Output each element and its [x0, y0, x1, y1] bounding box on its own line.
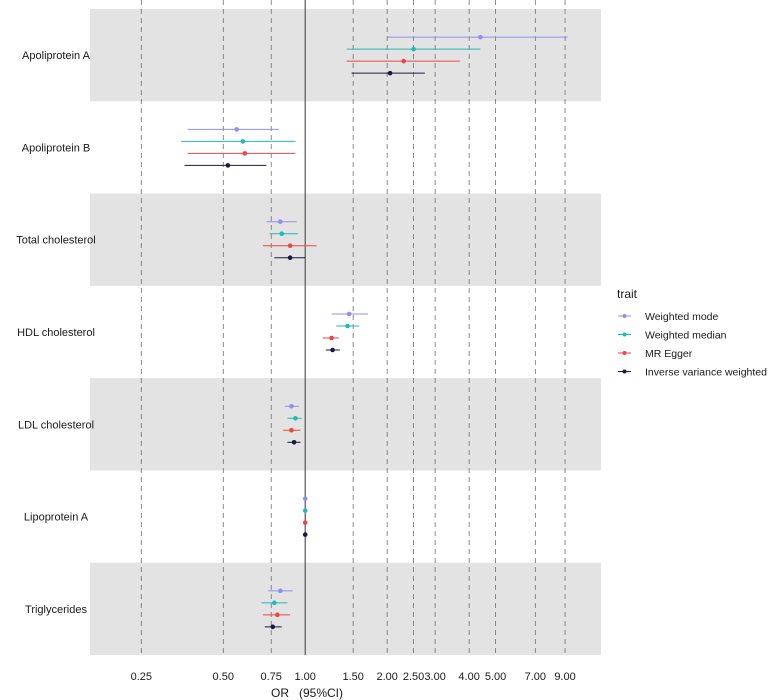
legend-title: trait	[617, 287, 638, 301]
legend-label: Weighted mode	[645, 311, 719, 323]
x-tick-label: 4.00	[458, 671, 479, 683]
or-point	[401, 58, 407, 64]
row-bands	[90, 9, 601, 655]
or-point	[270, 624, 276, 630]
category-label: Apoliprotein A	[22, 50, 91, 62]
x-tick-label: 0.25	[131, 671, 152, 683]
or-point	[329, 335, 334, 341]
row-band	[90, 9, 601, 102]
or-point	[289, 403, 294, 409]
or-point	[478, 34, 483, 40]
or-point	[279, 231, 285, 237]
row-band	[90, 378, 601, 471]
or-point	[330, 347, 335, 353]
x-tick-label: 1.50	[342, 671, 363, 683]
legend-label: Weighted median	[645, 330, 727, 342]
or-point	[278, 219, 283, 225]
or-point	[287, 243, 293, 249]
legend-label: Inverse variance weighted	[645, 367, 767, 379]
or-point	[240, 139, 246, 144]
or-point	[387, 70, 393, 76]
or-point	[302, 496, 308, 501]
category-label: Apoliprotein B	[22, 142, 91, 154]
or-point	[275, 612, 280, 618]
or-point	[291, 439, 297, 445]
or-point	[302, 532, 308, 537]
gridlines	[140, 0, 566, 655]
legend-key-point	[622, 351, 627, 355]
x-tick-label: 1.00	[295, 671, 316, 683]
or-point	[293, 415, 298, 421]
or-point	[302, 520, 308, 525]
category-label: HDL cholesterol	[17, 327, 95, 339]
or-point	[272, 600, 277, 606]
category-label: LDL cholesterol	[18, 419, 94, 431]
x-tick-label: 9.00	[554, 671, 575, 683]
category-label: Triglycerides	[25, 604, 87, 616]
x-axis-tick-labels: 0.25 0.50 0.75 1.00 1.50 2.00 2.50 3.00 4.00 5.00…	[131, 671, 576, 683]
x-tick-label: 3.00	[424, 671, 445, 683]
x-tick-label: 0.75	[260, 671, 281, 683]
legend-key-point	[622, 332, 627, 337]
or-point	[287, 255, 293, 261]
x-tick-label: 2.50	[403, 671, 424, 683]
legend: trait Weighted mode Weighted median MR Egge…	[617, 287, 767, 379]
x-tick-label: 2.00	[376, 671, 397, 683]
x-tick-label: 7.00	[525, 671, 546, 683]
y-axis-labels: Apoliprotein A Apoliprotein B Total choles…	[16, 50, 96, 616]
legend-key-point	[622, 314, 627, 318]
legend-label: MR Egger	[645, 348, 693, 360]
or-point	[225, 163, 231, 168]
x-tick-label: 5.00	[485, 671, 506, 683]
or-point	[242, 151, 248, 156]
x-axis-label: OR (95%CI)	[271, 686, 343, 700]
row-band	[90, 562, 601, 655]
x-tick-label: 0.50	[213, 671, 234, 683]
category-label: Total cholesterol	[16, 235, 96, 247]
or-point	[345, 323, 350, 329]
data-marks	[181, 34, 568, 630]
legend-key-point	[622, 369, 627, 374]
row-band	[90, 193, 601, 286]
or-point	[278, 588, 283, 594]
or-point	[289, 427, 294, 433]
category-label: Lipoprotein A	[24, 512, 89, 524]
or-point	[234, 127, 239, 132]
or-point	[411, 46, 416, 52]
or-point	[346, 311, 352, 317]
or-point	[302, 508, 308, 513]
